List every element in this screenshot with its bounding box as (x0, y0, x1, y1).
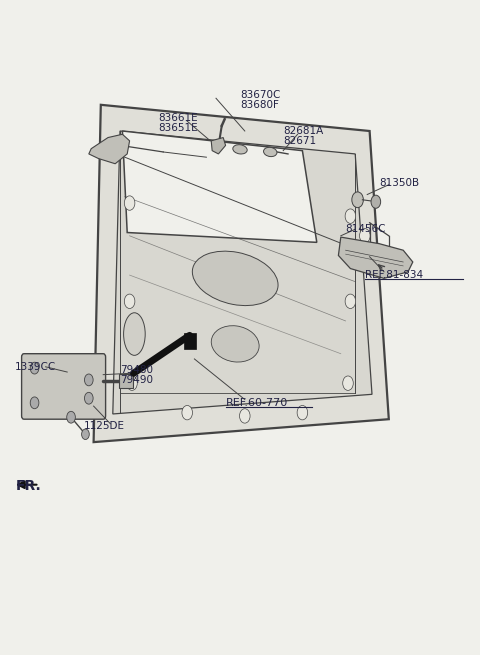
Circle shape (124, 196, 135, 210)
Circle shape (124, 294, 135, 309)
Circle shape (345, 294, 356, 309)
Circle shape (182, 405, 192, 420)
Circle shape (84, 374, 93, 386)
Circle shape (371, 195, 381, 208)
Circle shape (360, 255, 370, 269)
Circle shape (240, 409, 250, 423)
Ellipse shape (211, 326, 259, 362)
Circle shape (127, 376, 137, 390)
Text: 81456C: 81456C (346, 224, 386, 234)
Circle shape (30, 362, 39, 374)
Text: 1125DE: 1125DE (84, 421, 125, 431)
Polygon shape (113, 131, 372, 414)
Text: 82671: 82671 (283, 136, 316, 146)
Text: 82681A: 82681A (283, 126, 324, 136)
Text: REF.60-770: REF.60-770 (226, 398, 288, 408)
Circle shape (360, 229, 370, 243)
Circle shape (67, 411, 75, 423)
Text: 1339CC: 1339CC (14, 362, 56, 372)
Text: 83651E: 83651E (158, 122, 198, 133)
Polygon shape (89, 134, 130, 164)
Text: 83670C: 83670C (240, 90, 280, 100)
Circle shape (30, 397, 39, 409)
Polygon shape (211, 138, 226, 154)
Ellipse shape (192, 251, 278, 306)
Ellipse shape (264, 147, 277, 157)
Text: 83661E: 83661E (158, 113, 198, 123)
Circle shape (343, 376, 353, 390)
Circle shape (297, 405, 308, 420)
Ellipse shape (233, 145, 247, 154)
Polygon shape (122, 131, 317, 242)
FancyBboxPatch shape (119, 374, 133, 388)
Polygon shape (94, 105, 389, 442)
FancyBboxPatch shape (22, 354, 106, 419)
Text: FR.: FR. (15, 479, 41, 493)
Text: REF.81-834: REF.81-834 (365, 270, 423, 280)
Text: 79490: 79490 (120, 375, 153, 385)
FancyBboxPatch shape (184, 333, 196, 349)
Ellipse shape (124, 313, 145, 355)
Circle shape (345, 209, 356, 223)
Circle shape (352, 192, 363, 208)
Text: 79480: 79480 (120, 365, 153, 375)
Text: 81350B: 81350B (379, 178, 420, 189)
Circle shape (82, 429, 89, 440)
Text: 83680F: 83680F (240, 100, 279, 110)
Circle shape (84, 392, 93, 404)
Polygon shape (338, 237, 413, 278)
